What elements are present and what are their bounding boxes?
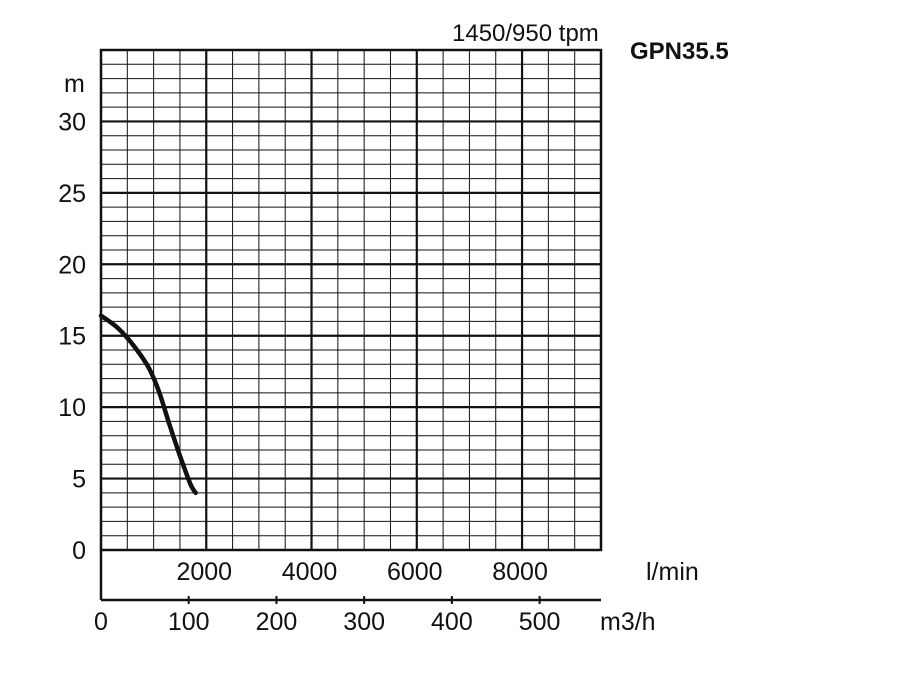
performance-curve (98, 313, 198, 496)
y-tick-label: 20 (58, 251, 86, 279)
y-tick-label: 15 (58, 323, 86, 351)
plot-border (99, 48, 603, 552)
lmin-tick-label: 8000 (492, 558, 548, 586)
series-line (98, 313, 198, 496)
m3h-tick-label: 200 (256, 608, 298, 636)
axis-labels: 1450/950 tpm GPN35.5 m l/min m3/h (64, 20, 729, 636)
m3h-tick-label: 100 (168, 608, 210, 636)
m3h-tick-label: 500 (519, 608, 561, 636)
y-tick-label: 10 (58, 394, 86, 422)
m3h-tick-label: 300 (343, 608, 385, 636)
major-gridlines (101, 50, 601, 550)
y-tick-label: 5 (72, 466, 86, 494)
lmin-tick-label: 6000 (387, 558, 443, 586)
y-tick-label: 30 (58, 108, 86, 136)
m3h-tick-label: 0 (94, 608, 108, 636)
model-label: GPN35.5 (630, 38, 729, 65)
lmin-tick-label: 2000 (176, 558, 232, 586)
chart-frame (99, 48, 603, 602)
x-axis-unit-lmin: l/min (646, 558, 699, 586)
m3h-tick-label: 400 (431, 608, 473, 636)
lmin-tick-label: 4000 (282, 558, 338, 586)
y-tick-label: 25 (58, 180, 86, 208)
minor-gridlines (101, 50, 601, 550)
speed-label: 1450/950 tpm (452, 20, 599, 47)
tick-labels: 0 5 10 15 20 25 30 2000 4000 6000 8000 0 100 200 300 40… (58, 108, 560, 636)
y-tick-label: 0 (72, 537, 86, 565)
x-axis-unit-m3h: m3/h (600, 608, 656, 636)
y-axis-unit: m (64, 70, 85, 98)
